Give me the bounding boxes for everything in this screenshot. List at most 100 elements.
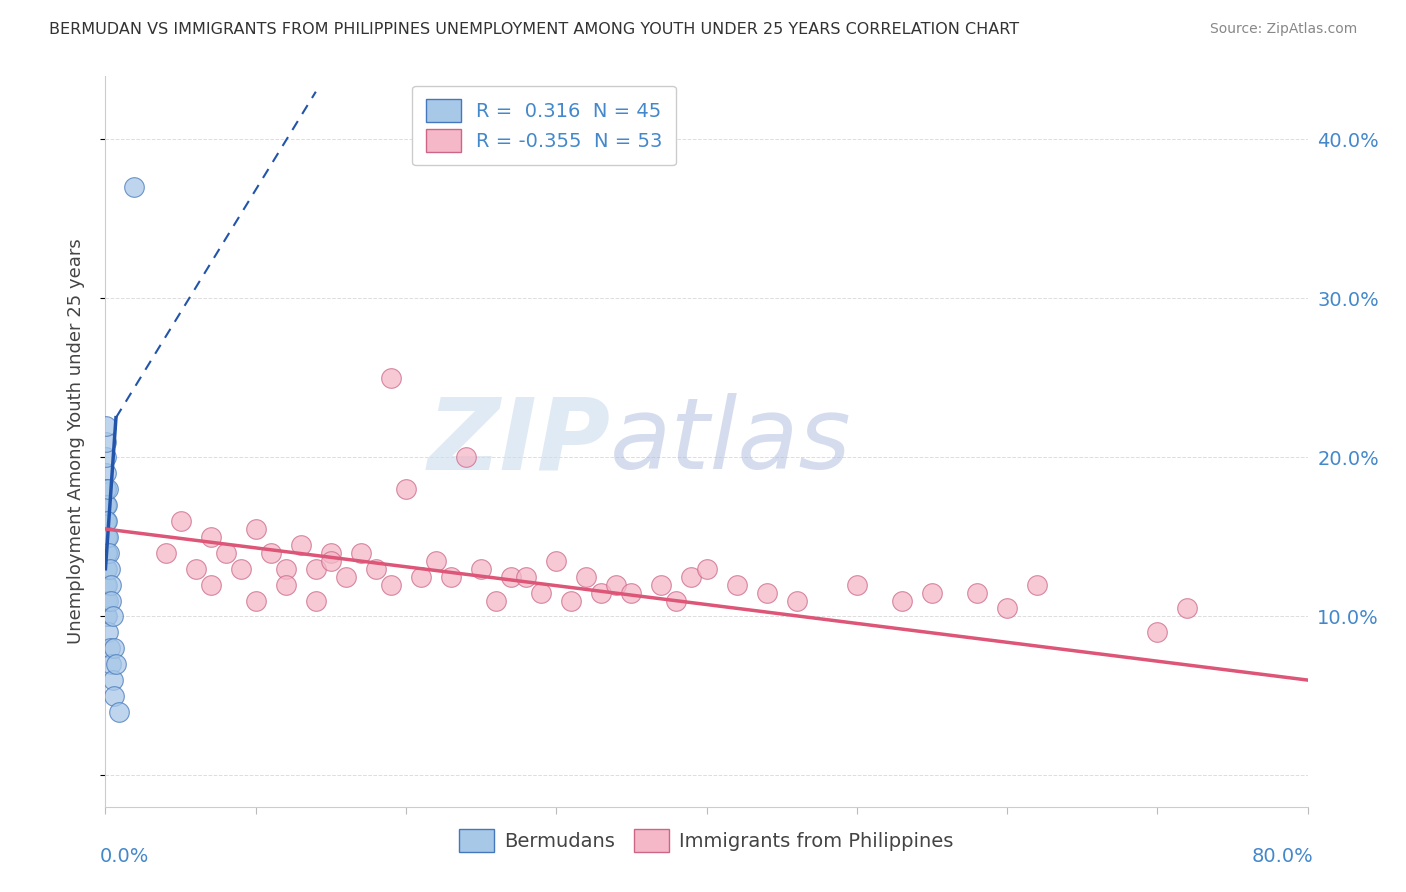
Point [665,593,688,607]
Point [96,514,118,528]
Point [94,577,117,591]
Point [245,522,267,536]
Point [260,546,283,560]
Point [1146,625,1168,640]
Point [103,689,125,703]
Point [200,530,222,544]
Point [96,577,118,591]
Point [96,498,118,512]
Point [98,546,121,560]
Point [155,546,177,560]
Point [515,570,537,584]
Point [94,530,117,544]
Text: 0.0%: 0.0% [100,847,149,866]
Point [890,593,912,607]
Point [560,593,582,607]
Point [274,577,297,591]
Point [94,450,117,465]
Point [108,705,131,719]
Point [169,514,191,528]
Point [425,554,447,568]
Point [96,609,118,624]
Point [755,585,778,599]
Point [96,530,118,544]
Point [995,601,1018,615]
Point [319,554,342,568]
Point [650,577,672,591]
Point [96,546,118,560]
Point [530,585,553,599]
Point [94,498,117,512]
Legend: Bermudans, Immigrants from Philippines: Bermudans, Immigrants from Philippines [451,822,962,860]
Point [245,593,267,607]
Point [305,562,328,576]
Point [94,434,117,449]
Point [94,482,117,496]
Point [620,585,643,599]
Point [96,418,118,433]
Point [440,570,463,584]
Point [456,450,478,465]
Point [409,570,432,584]
Point [101,609,124,624]
Point [681,570,703,584]
Point [101,673,124,687]
Point [94,562,117,576]
Point [94,467,117,481]
Point [380,577,402,591]
Point [485,593,508,607]
Point [103,641,125,656]
Point [97,593,120,607]
Point [104,657,127,672]
Point [966,585,988,599]
Point [94,546,117,560]
Point [200,577,222,591]
Point [921,585,943,599]
Point [94,577,117,591]
Point [122,180,145,194]
Point [97,625,120,640]
Point [395,482,418,496]
Text: Source: ZipAtlas.com: Source: ZipAtlas.com [1209,22,1357,37]
Point [350,546,373,560]
Text: BERMUDAN VS IMMIGRANTS FROM PHILIPPINES UNEMPLOYMENT AMONG YOUTH UNDER 25 YEARS : BERMUDAN VS IMMIGRANTS FROM PHILIPPINES … [49,22,1019,37]
Point [214,546,236,560]
Point [96,562,118,576]
Point [100,577,122,591]
Point [725,577,748,591]
Point [470,562,492,576]
Point [786,593,808,607]
Point [100,593,122,607]
Point [98,641,121,656]
Point [96,514,118,528]
Point [100,657,122,672]
Text: ZIP: ZIP [427,393,610,490]
Point [845,577,868,591]
Point [184,562,207,576]
Text: 80.0%: 80.0% [1251,847,1313,866]
Point [335,570,357,584]
Point [94,546,117,560]
Point [575,570,598,584]
Text: atlas: atlas [610,393,852,490]
Point [96,562,118,576]
Point [94,514,117,528]
Y-axis label: Unemployment Among Youth under 25 years: Unemployment Among Youth under 25 years [66,239,84,644]
Point [605,577,627,591]
Point [319,546,342,560]
Point [97,530,120,544]
Point [290,538,312,552]
Point [364,562,387,576]
Point [97,482,120,496]
Point [96,593,118,607]
Point [274,562,297,576]
Point [305,593,328,607]
Point [96,546,118,560]
Point [98,562,121,576]
Point [546,554,568,568]
Point [96,498,118,512]
Point [229,562,252,576]
Point [1177,601,1199,615]
Point [94,609,117,624]
Point [380,371,402,385]
